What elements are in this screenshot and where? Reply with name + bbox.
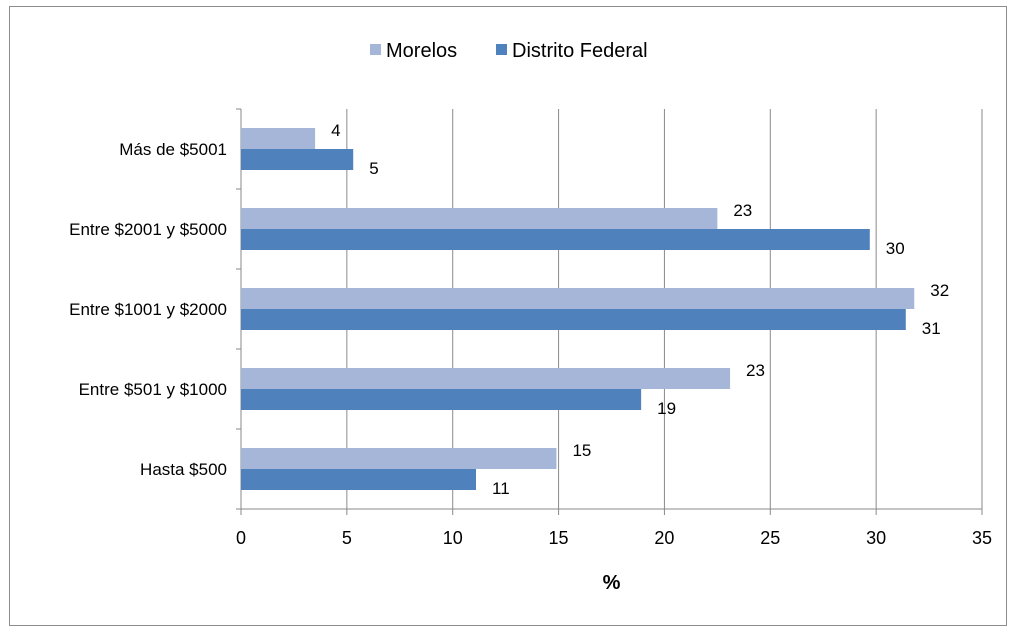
bar-distrito-federal [241,309,906,330]
category-label: Más de $5001 [119,140,227,159]
bar-distrito-federal [241,229,870,250]
x-tick-label: 10 [443,528,463,548]
x-tick-label: 35 [972,528,992,548]
data-label: 11 [492,479,510,498]
bar-morelos [241,128,316,149]
bar-distrito-federal [241,469,477,490]
data-label: 32 [930,281,949,300]
bar-distrito-federal [241,149,354,170]
category-label: Entre $2001 y $5000 [69,220,227,239]
data-label: 4 [331,121,340,140]
x-axis-title: % [603,572,621,594]
x-tick-label: 0 [236,528,246,548]
x-tick-label: 30 [866,528,886,548]
category-label: Entre $501 y $1000 [79,380,227,399]
legend-label: Morelos [386,40,457,62]
legend-swatch-morelos [370,44,381,55]
bar-distrito-federal [241,389,642,410]
chart-frame: Hasta $500 15 11 Entre $501 y $1000 23 19 Entr… [9,6,1007,626]
legend-label: Distrito Federal [512,40,648,62]
data-label: 23 [746,361,765,380]
data-label: 5 [369,159,378,178]
bar-chart: Hasta $500 15 11 Entre $501 y $1000 23 19 Entr… [69,40,992,594]
x-tick-label: 15 [549,528,569,548]
bar-morelos [241,208,718,229]
x-tick-label: 25 [760,528,780,548]
bar-morelos [241,288,915,309]
data-label: 31 [922,319,941,338]
data-label: 15 [572,441,591,460]
data-label: 23 [733,201,752,220]
bar-morelos [241,448,557,469]
category-label: Hasta $500 [140,460,227,479]
x-tick-label: 5 [342,528,352,548]
data-label: 19 [657,399,676,418]
category-label: Entre $1001 y $2000 [69,300,227,319]
x-tick-label: 20 [654,528,674,548]
data-label: 30 [886,239,905,258]
bar-morelos [241,368,731,389]
legend-swatch-distrito-federal [496,44,507,55]
